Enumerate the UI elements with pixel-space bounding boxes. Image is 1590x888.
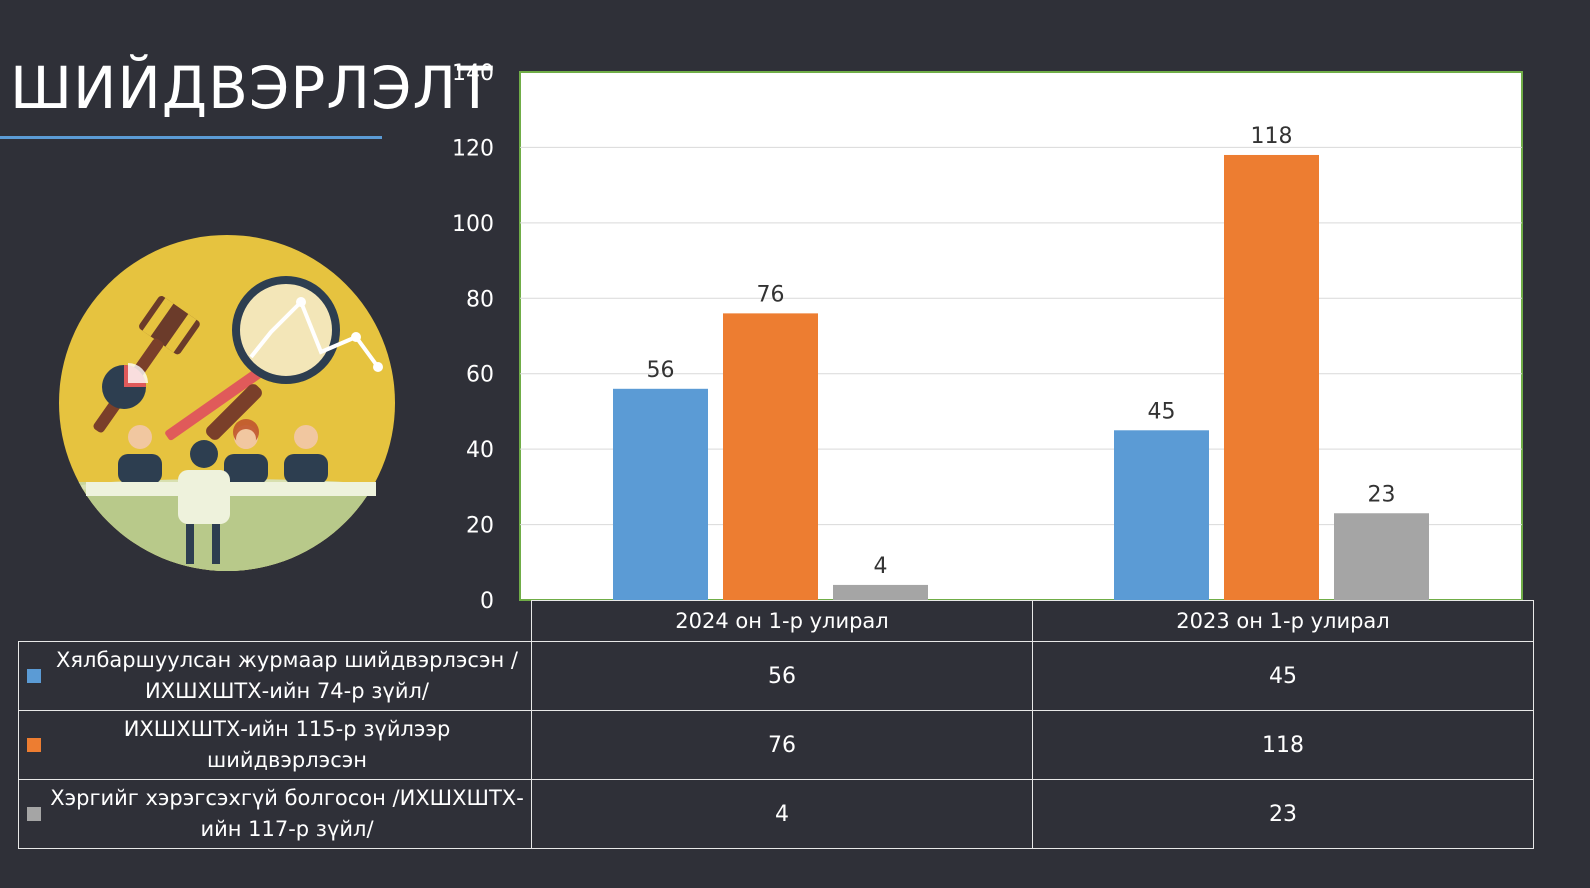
- bar: [1334, 513, 1429, 600]
- table-row-header: Хялбаршуулсан журмаар шийдвэрлэсэн /ИХШХ…: [18, 641, 532, 711]
- y-tick-label: 100: [452, 212, 494, 237]
- table-category-header: 2024 он 1-р улирал: [531, 600, 1033, 642]
- table-row-header: ИХШХШТХ-ийн 115-р зүйлээр шийдвэрлэсэн: [18, 710, 532, 780]
- legend-label: Хэргийг хэрэгсэхгүй болгосон /ИХШХШТХ-ий…: [50, 786, 524, 841]
- bar: [1224, 154, 1319, 600]
- table-cell: 23: [1032, 779, 1534, 849]
- y-tick-label: 40: [466, 438, 494, 463]
- legend-swatch-blue: [27, 669, 41, 683]
- y-tick-label: 60: [466, 363, 494, 388]
- legend-label: ИХШХШТХ-ийн 115-р зүйлээр шийдвэрлэсэн: [123, 717, 451, 772]
- bar: [613, 388, 708, 600]
- legend-label: Хялбаршуулсан журмаар шийдвэрлэсэн /ИХШХ…: [56, 648, 518, 703]
- data-label: 118: [1251, 124, 1293, 149]
- title-underline: [0, 136, 382, 139]
- court-hearing-illustration-icon: [59, 235, 395, 571]
- bar: [833, 584, 928, 600]
- y-tick-label: 80: [466, 287, 494, 312]
- y-tick-label: 120: [452, 136, 494, 161]
- bar: [1114, 430, 1209, 600]
- slide-title: ШИЙДВЭРЛЭЛТ: [10, 54, 494, 122]
- table-cell: 76: [531, 710, 1033, 780]
- legend-swatch-gray: [27, 807, 41, 821]
- table-row-header: Хэргийг хэрэгсэхгүй болгосон /ИХШХШТХ-ий…: [18, 779, 532, 849]
- y-tick-label: 140: [452, 61, 494, 86]
- table-cell: 56: [531, 641, 1033, 711]
- legend-swatch-orange: [27, 738, 41, 752]
- data-label: 76: [757, 282, 785, 307]
- data-label: 4: [874, 554, 888, 579]
- table-cell: 4: [531, 779, 1033, 849]
- data-label: 23: [1368, 482, 1396, 507]
- bar: [723, 313, 818, 600]
- chart-data-table: 2024 он 1-р улирал 2023 он 1-р улирал Хя…: [18, 600, 1534, 849]
- table-cell: 45: [1032, 641, 1534, 711]
- data-label: 45: [1148, 399, 1176, 424]
- y-tick-label: 20: [466, 514, 494, 539]
- table-category-header: 2023 он 1-р улирал: [1032, 600, 1534, 642]
- table-cell: 118: [1032, 710, 1534, 780]
- data-label: 56: [647, 358, 675, 383]
